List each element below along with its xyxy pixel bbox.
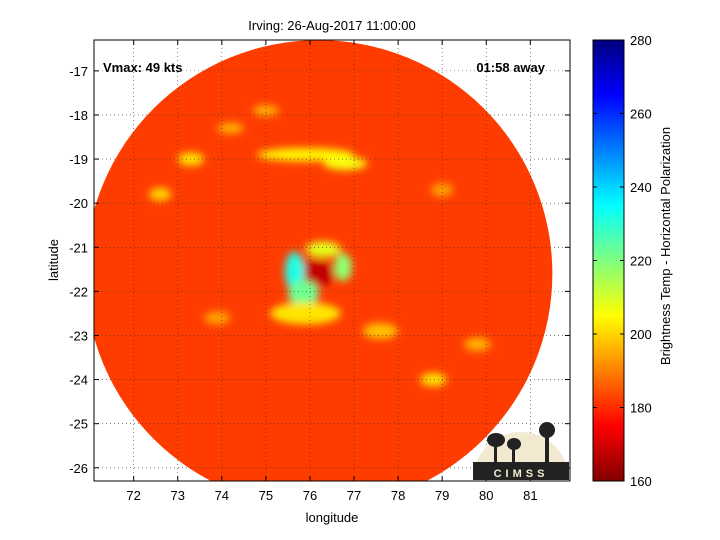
feature-northeast-spot [431, 183, 454, 197]
y-tick-label: -18 [69, 108, 88, 123]
x-axis-ticks: 72 73 74 75 76 77 78 79 80 81 [126, 40, 538, 503]
swath-disk [94, 40, 553, 481]
x-tick-label: 77 [347, 488, 361, 503]
cimss-logo-text: CIMSS [494, 468, 549, 480]
y-tick-label: -17 [69, 64, 88, 79]
feature-eyewall-east [334, 253, 352, 282]
time-away-annotation: 01:58 away [476, 60, 545, 75]
chart-title: Irving: 26-Aug-2017 11:00:00 [248, 18, 415, 33]
y-tick-label: -20 [69, 196, 88, 211]
y-tick-label: -19 [69, 152, 88, 167]
plot-area [94, 40, 570, 481]
y-tick-label: -26 [69, 461, 88, 476]
y-tick-label: -25 [69, 417, 88, 432]
feature-north-spot-2 [217, 122, 244, 134]
y-tick-label: -21 [69, 240, 88, 255]
x-tick-label: 81 [523, 488, 537, 503]
colorbar-tick-label: 220 [630, 254, 652, 269]
vmax-annotation: Vmax: 49 kts [103, 60, 183, 75]
feature-southeast-spot [420, 372, 447, 387]
colorbar-tick-label: 260 [630, 107, 652, 122]
feature-north-band-4 [149, 187, 172, 201]
x-tick-label: 74 [215, 488, 229, 503]
x-tick-label: 73 [171, 488, 185, 503]
colorbar-tick-label: 200 [630, 327, 652, 342]
colorbar-tick-label: 160 [630, 474, 652, 489]
feature-north-spot-1 [252, 105, 280, 116]
x-tick-label: 75 [259, 488, 273, 503]
feature-eyewall-north [305, 241, 341, 258]
x-axis-label: longitude [306, 510, 359, 525]
feature-east-band [362, 323, 399, 339]
colorbar-tick-label: 280 [630, 33, 652, 48]
y-axis-ticks: -17 -18 -19 -20 -21 -22 -23 -24 -25 -26 [69, 64, 570, 476]
storm-features [149, 105, 491, 387]
x-tick-label: 76 [303, 488, 317, 503]
feature-inner-band-south [270, 302, 341, 325]
x-tick-label: 72 [126, 488, 140, 503]
y-tick-label: -22 [69, 284, 88, 299]
feature-west-spot [204, 311, 231, 325]
axes-frame [93, 39, 571, 482]
x-tick-label: 78 [391, 488, 405, 503]
feature-eyewall-south [287, 280, 319, 307]
feature-east-spot [464, 337, 491, 351]
y-tick-label: -24 [69, 373, 88, 388]
x-tick-label: 79 [435, 488, 449, 503]
cimss-logo: CIMSS [473, 422, 569, 480]
feature-north-band-2 [323, 156, 368, 171]
y-axis-label: latitude [46, 239, 61, 281]
feature-north-band-1 [257, 148, 355, 162]
colorbar-tick-label: 180 [630, 401, 652, 416]
colorbar-ticks: 280 260 240 220 200 180 160 [593, 33, 652, 489]
x-tick-label: 80 [479, 488, 493, 503]
colorbar-tick-label: 240 [630, 180, 652, 195]
colorbar-label: Brightness Temp - Horizontal Polarizatio… [658, 127, 673, 365]
colorbar [592, 39, 625, 482]
y-tick-label: -23 [69, 328, 88, 343]
